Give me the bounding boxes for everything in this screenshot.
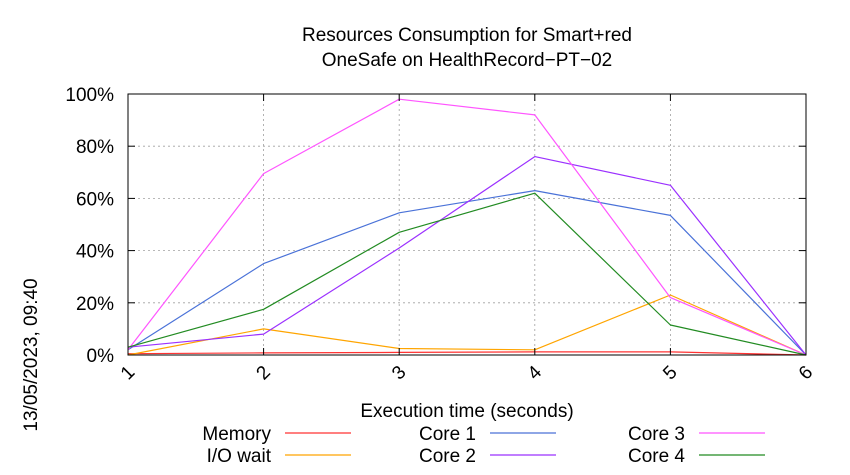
legend-label-core-4: Core 4 [628, 446, 685, 467]
legend-label-memory: Memory [202, 424, 271, 445]
legend-label-i-o-wait: I/O wait [207, 446, 272, 467]
legend-label-core-1: Core 1 [419, 424, 476, 445]
timestamp-side-label: 13/05/2023, 09:40 [21, 278, 42, 431]
series-line-core-4 [127, 192, 807, 356]
x-tick-label: 5 [659, 362, 681, 384]
x-tick-label: 4 [524, 362, 547, 385]
series-lines [127, 98, 807, 356]
y-tick-label: 20% [76, 294, 114, 315]
legend-label-core-2: Core 2 [419, 446, 476, 467]
series-line-core-3 [127, 98, 807, 356]
legend-label-core-3: Core 3 [628, 424, 685, 445]
y-tick-label: 80% [76, 137, 114, 158]
series-line-core-1 [127, 190, 807, 356]
series-line-core-2 [127, 156, 807, 356]
chart-subtitle: OneSafe on HealthRecord−PT−02 [322, 50, 612, 71]
series-line-memory [127, 351, 807, 356]
plot-frame [127, 93, 807, 356]
series-line-i-o-wait [127, 294, 807, 356]
x-tick-label: 6 [795, 362, 817, 384]
y-axis-ticks: 0% 20% 40% 60% 80% 100% [65, 85, 806, 367]
grid [128, 94, 806, 355]
y-tick-label: 60% [76, 189, 114, 210]
x-tick-label: 2 [253, 362, 275, 384]
x-tick-label: 3 [388, 362, 410, 384]
y-tick-label: 40% [76, 242, 114, 263]
y-tick-label: 100% [65, 85, 114, 106]
x-axis-label: Execution time (seconds) [360, 401, 573, 422]
x-tick-label: 1 [117, 362, 139, 384]
x-axis-ticks: 1 2 3 4 5 6 [117, 94, 817, 384]
y-tick-label: 0% [87, 346, 115, 367]
chart-title: Resources Consumption for Smart+red [302, 25, 632, 46]
